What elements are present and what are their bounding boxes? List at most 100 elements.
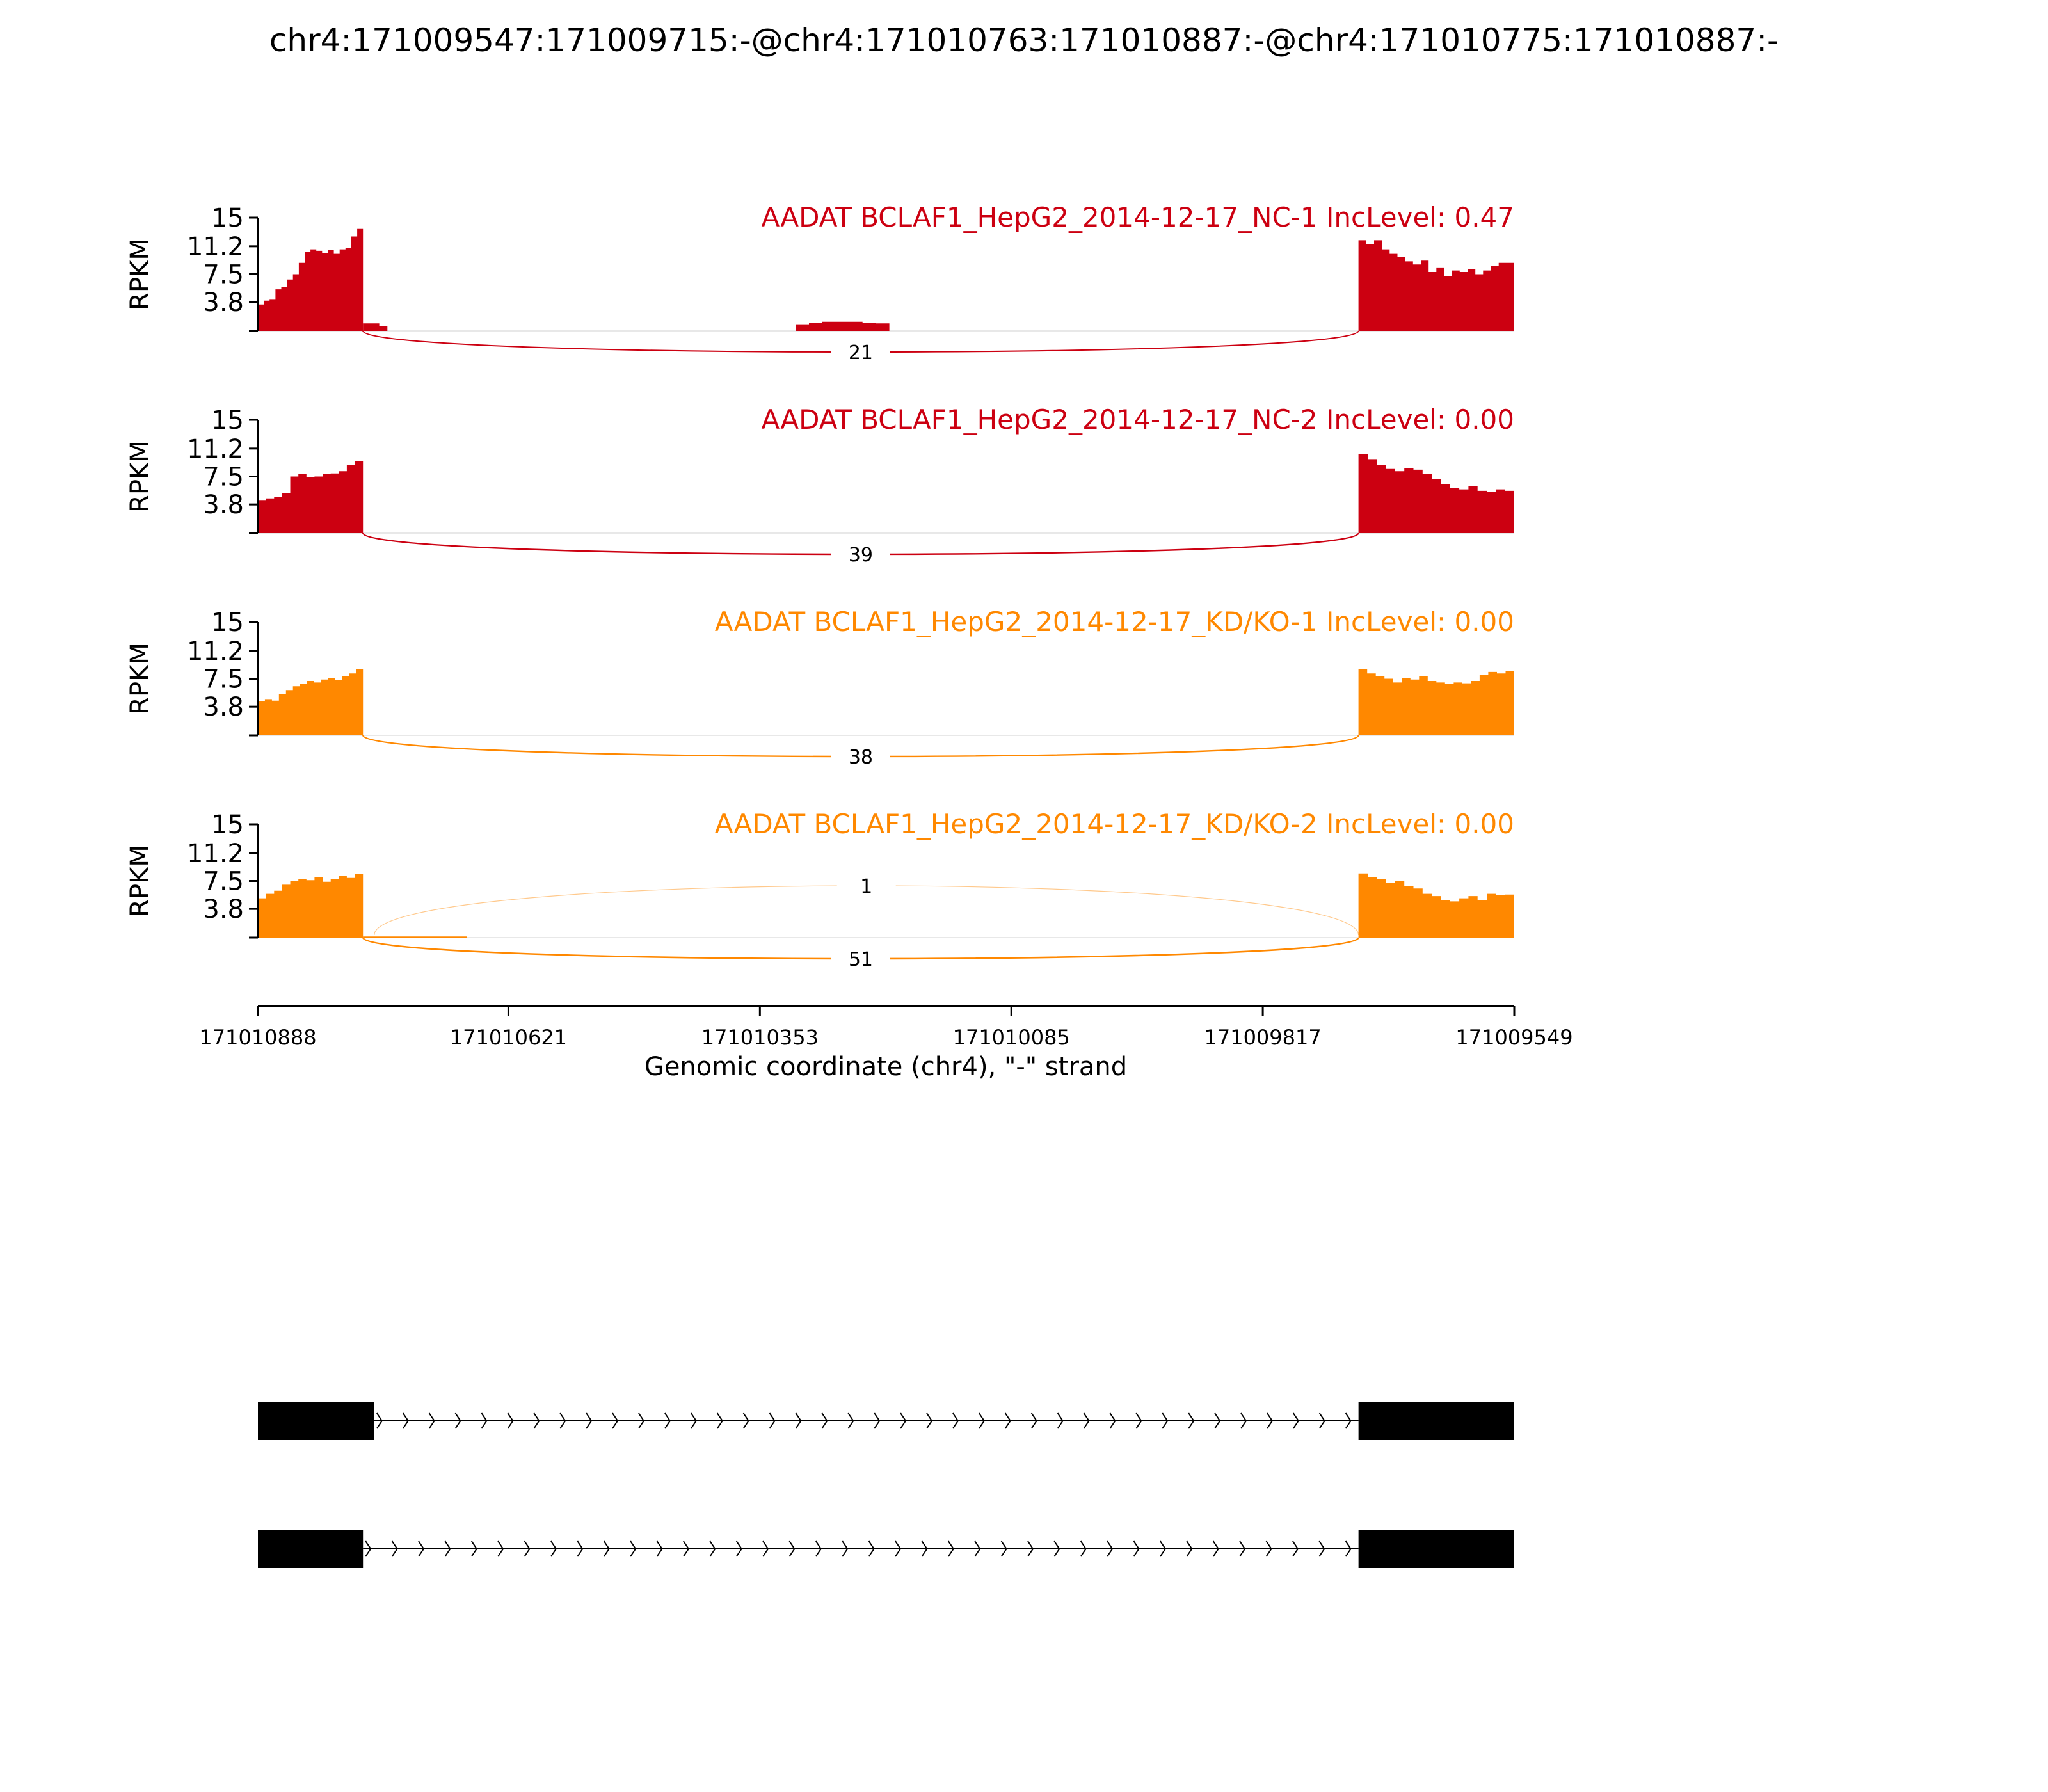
- strand-arrow: [1135, 1412, 1142, 1429]
- panel-label: AADAT BCLAF1_HepG2_2014-12-17_NC-2 IncLe…: [762, 404, 1514, 435]
- junction-label-bg: [836, 873, 896, 899]
- strand-arrow: [497, 1540, 504, 1557]
- strand-arrow: [735, 1540, 742, 1557]
- junction-label-bg: [831, 744, 890, 769]
- strand-arrow: [612, 1412, 619, 1429]
- y-tick-label: 3.8: [203, 288, 244, 317]
- panel-label: AADAT BCLAF1_HepG2_2014-12-17_KD/KO-1 In…: [715, 606, 1514, 637]
- strand-arrow: [1030, 1412, 1037, 1429]
- y-axis-label: RPKM: [125, 845, 155, 917]
- junction-label-bg: [831, 339, 890, 365]
- strand-arrow: [1318, 1412, 1325, 1429]
- strand-arrow: [1000, 1540, 1007, 1557]
- strand-arrow: [577, 1540, 584, 1557]
- strand-arrow: [1160, 1540, 1167, 1557]
- strand-arrow: [1027, 1540, 1034, 1557]
- y-axis-label: RPKM: [125, 440, 155, 513]
- strand-arrow: [709, 1540, 716, 1557]
- y-tick-label: 3.8: [203, 490, 244, 520]
- coverage-area: [1358, 873, 1514, 938]
- gene-models: [258, 1402, 1514, 1568]
- strand-arrow: [1292, 1412, 1300, 1429]
- strand-arrow: [895, 1540, 902, 1557]
- strand-arrow: [742, 1412, 749, 1429]
- strand-arrow: [1109, 1412, 1116, 1429]
- coverage-area: [1358, 240, 1514, 331]
- exon-block: [258, 1402, 374, 1440]
- strand-arrow: [470, 1540, 478, 1557]
- strand-arrow: [550, 1540, 557, 1557]
- junction-label-bg: [831, 946, 890, 972]
- strand-arrow: [1186, 1540, 1193, 1557]
- y-tick-label: 15: [211, 204, 244, 233]
- strand-arrow: [868, 1540, 875, 1557]
- coverage-area: [363, 323, 388, 331]
- junction-count-label: 51: [849, 948, 873, 971]
- strand-arrow: [1345, 1540, 1352, 1557]
- y-tick-label: 15: [211, 810, 244, 840]
- strand-arrow: [656, 1540, 663, 1557]
- coverage-area: [258, 461, 364, 533]
- strand-arrow: [690, 1412, 698, 1429]
- y-tick-label: 11.2: [187, 839, 244, 868]
- exon-block: [1358, 1530, 1514, 1568]
- strand-arrow: [481, 1412, 488, 1429]
- strand-arrow: [683, 1540, 690, 1557]
- coverage-area: [363, 936, 467, 938]
- strand-arrow: [1212, 1540, 1219, 1557]
- strand-arrow: [815, 1540, 822, 1557]
- strand-arrow: [586, 1412, 593, 1429]
- strand-arrow: [418, 1540, 425, 1557]
- strand-arrow: [376, 1412, 383, 1429]
- strand-arrow: [664, 1412, 671, 1429]
- strand-arrow: [1267, 1412, 1274, 1429]
- strand-arrow: [454, 1412, 461, 1429]
- junction-count-label: 1: [860, 876, 872, 898]
- strand-arrow: [1080, 1540, 1087, 1557]
- x-tick-label: 171009817: [1204, 1025, 1321, 1050]
- strand-arrow: [821, 1412, 828, 1429]
- exon-block: [1358, 1402, 1514, 1440]
- x-tick-label: 171009549: [1455, 1025, 1572, 1050]
- strand-arrow: [1107, 1540, 1114, 1557]
- coverage-panel-1: 21 3.87.511.215 RPKM AADAT BCLAF1_HepG2_201…: [125, 202, 1514, 365]
- y-axis-label: RPKM: [125, 238, 155, 310]
- strand-arrow: [1004, 1412, 1011, 1429]
- y-tick-label: 11.2: [187, 435, 244, 464]
- y-tick-label: 7.5: [203, 665, 244, 694]
- y-tick-label: 3.8: [203, 692, 244, 722]
- junction-count-label: 38: [849, 746, 873, 769]
- exon-block: [258, 1530, 364, 1568]
- x-axis: 171010888 171010621 171010353 171010085 1710…: [199, 1005, 1573, 1050]
- strand-arrow: [391, 1540, 398, 1557]
- strand-arrow: [900, 1412, 907, 1429]
- x-tick-label: 171010085: [953, 1025, 1070, 1050]
- strand-arrow: [1292, 1540, 1299, 1557]
- strand-arrow: [926, 1412, 933, 1429]
- strand-arrow: [1345, 1412, 1352, 1429]
- panel-label: AADAT BCLAF1_HepG2_2014-12-17_NC-1 IncLe…: [762, 202, 1514, 233]
- gene-model-1: [258, 1402, 1514, 1440]
- gene-model-2: [258, 1530, 1514, 1568]
- coverage-area: [1358, 454, 1514, 533]
- figure-title: chr4:171009547:171009715:-@chr4:17101076…: [269, 22, 1779, 59]
- strand-arrow: [1133, 1540, 1140, 1557]
- strand-arrow: [559, 1412, 566, 1429]
- strand-arrow: [603, 1540, 610, 1557]
- y-tick-label: 7.5: [203, 260, 244, 290]
- y-tick-label: 7.5: [203, 463, 244, 492]
- strand-arrow: [788, 1540, 796, 1557]
- strand-arrow: [1265, 1540, 1272, 1557]
- strand-arrow: [1057, 1412, 1064, 1429]
- x-tick-label: 171010888: [199, 1025, 316, 1050]
- strand-arrow: [952, 1412, 959, 1429]
- strand-arrow: [1240, 1412, 1247, 1429]
- strand-arrow: [795, 1412, 802, 1429]
- strand-arrow: [874, 1412, 881, 1429]
- y-axis-label: RPKM: [125, 643, 155, 715]
- x-tick-label: 171010621: [450, 1025, 567, 1050]
- coverage-area: [258, 669, 364, 735]
- strand-arrow: [842, 1540, 849, 1557]
- junction-count-label: 21: [849, 342, 873, 364]
- strand-arrow: [444, 1540, 451, 1557]
